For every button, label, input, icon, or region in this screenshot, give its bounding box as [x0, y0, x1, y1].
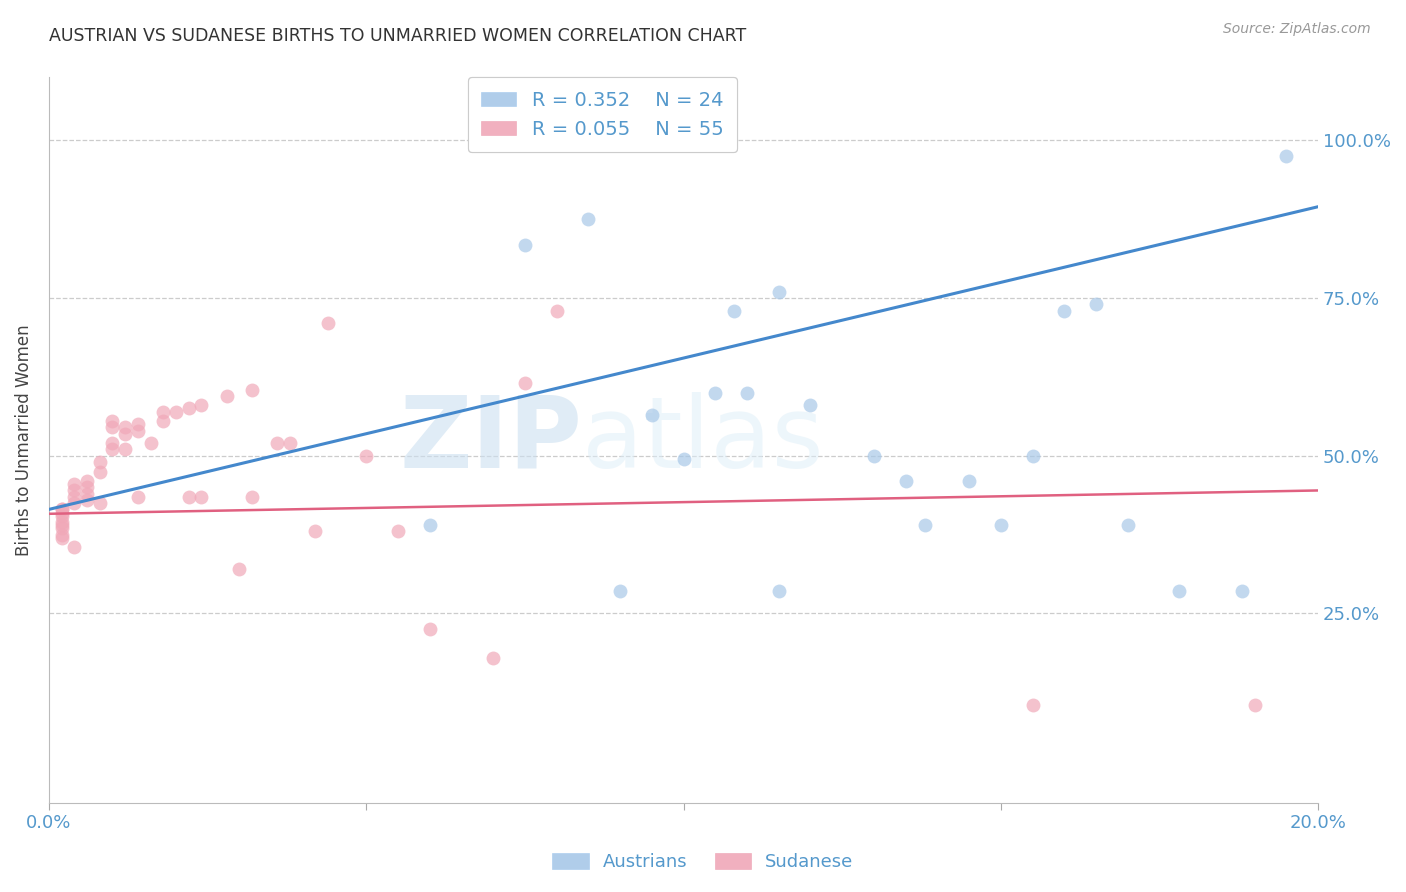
Point: [51, 515, 73, 529]
Point: [63, 496, 86, 510]
Point: [89, 465, 111, 479]
Point: [114, 442, 136, 457]
Point: [177, 401, 200, 416]
Point: [63, 540, 86, 554]
Point: [76, 486, 98, 500]
Point: [768, 285, 790, 299]
Point: [704, 385, 727, 400]
Point: [1085, 297, 1108, 311]
Text: Source: ZipAtlas.com: Source: ZipAtlas.com: [1223, 22, 1371, 37]
Point: [609, 584, 631, 599]
Point: [1021, 698, 1043, 712]
Point: [177, 490, 200, 504]
Point: [127, 424, 149, 438]
Point: [546, 303, 568, 318]
Point: [768, 584, 790, 599]
Point: [894, 474, 917, 488]
Point: [114, 426, 136, 441]
Point: [1230, 584, 1253, 599]
Point: [1167, 584, 1189, 599]
Point: [127, 417, 149, 432]
Point: [1275, 149, 1298, 163]
Point: [672, 452, 695, 467]
Point: [240, 490, 263, 504]
Point: [513, 376, 536, 391]
Point: [1243, 698, 1265, 712]
Point: [51, 531, 73, 545]
Point: [190, 490, 212, 504]
Point: [89, 455, 111, 469]
Point: [101, 420, 124, 434]
Y-axis label: Births to Unmarried Women: Births to Unmarried Women: [15, 324, 32, 556]
Point: [482, 650, 505, 665]
Point: [240, 383, 263, 397]
Point: [63, 477, 86, 491]
Point: [51, 506, 73, 520]
Point: [190, 398, 212, 412]
Point: [76, 474, 98, 488]
Point: [215, 389, 238, 403]
Text: AUSTRIAN VS SUDANESE BIRTHS TO UNMARRIED WOMEN CORRELATION CHART: AUSTRIAN VS SUDANESE BIRTHS TO UNMARRIED…: [49, 27, 747, 45]
Point: [266, 436, 288, 450]
Point: [304, 524, 326, 539]
Point: [419, 518, 441, 533]
Point: [76, 480, 98, 494]
Point: [139, 436, 162, 450]
Point: [278, 436, 301, 450]
Point: [51, 521, 73, 535]
Point: [990, 518, 1012, 533]
Point: [51, 518, 73, 533]
Point: [735, 385, 758, 400]
Point: [51, 502, 73, 516]
Point: [576, 212, 599, 227]
Point: [1021, 449, 1043, 463]
Point: [316, 317, 339, 331]
Point: [101, 414, 124, 428]
Point: [387, 524, 409, 539]
Point: [1116, 518, 1139, 533]
Text: ZIP: ZIP: [399, 392, 582, 489]
Legend: R = 0.352    N = 24, R = 0.055    N = 55: R = 0.352 N = 24, R = 0.055 N = 55: [468, 78, 737, 153]
Text: atlas: atlas: [582, 392, 824, 489]
Point: [957, 474, 980, 488]
Point: [101, 442, 124, 457]
Point: [76, 492, 98, 507]
Point: [114, 420, 136, 434]
Point: [152, 404, 174, 418]
Point: [152, 414, 174, 428]
Point: [63, 483, 86, 498]
Point: [914, 518, 936, 533]
Point: [513, 237, 536, 252]
Point: [863, 449, 886, 463]
Point: [419, 622, 441, 636]
Point: [51, 527, 73, 541]
Point: [1053, 303, 1076, 318]
Point: [356, 449, 378, 463]
Point: [799, 398, 821, 412]
Point: [723, 303, 745, 318]
Point: [127, 490, 149, 504]
Legend: Austrians, Sudanese: Austrians, Sudanese: [546, 846, 860, 879]
Point: [641, 408, 664, 422]
Point: [63, 490, 86, 504]
Point: [51, 502, 73, 516]
Point: [51, 508, 73, 523]
Point: [165, 404, 187, 418]
Point: [101, 436, 124, 450]
Point: [89, 496, 111, 510]
Point: [228, 562, 250, 576]
